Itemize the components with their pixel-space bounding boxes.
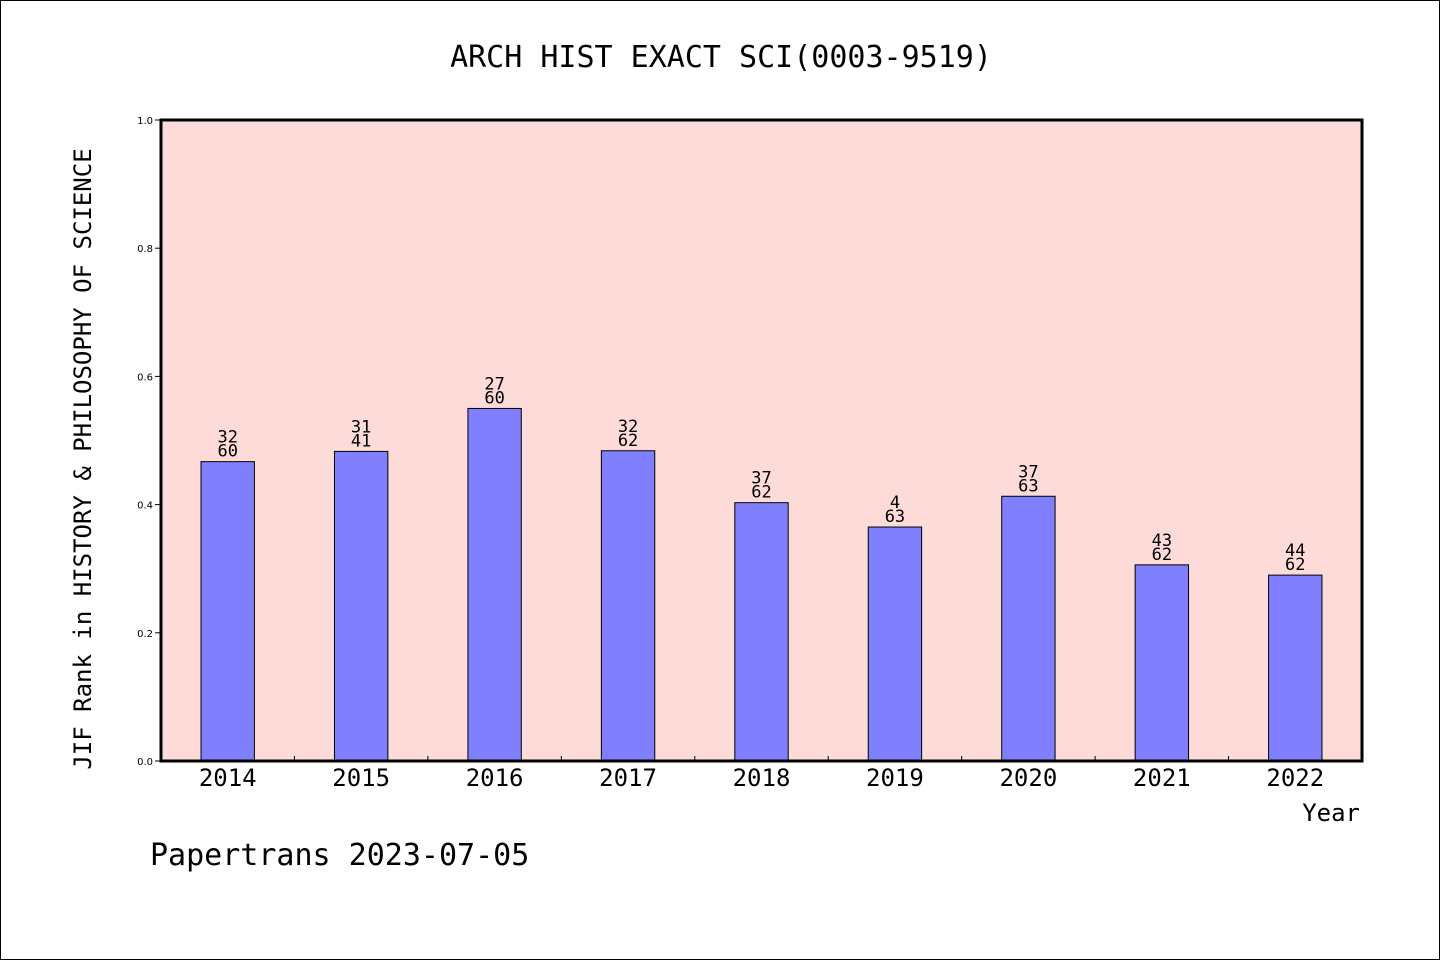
bar-rank-label: 27: [484, 374, 504, 394]
y-tick-label: 0.0: [137, 757, 153, 768]
y-tick-label: 0.2: [137, 629, 153, 640]
y-tick-label: 0.8: [137, 244, 153, 255]
x-tick-label: 2020: [999, 764, 1057, 792]
bar: [867, 526, 923, 762]
bar-total-label: 63: [885, 507, 905, 527]
bar-rank-label: 4: [890, 493, 900, 513]
bar-total-label: 60: [484, 388, 504, 408]
plot-border: [159, 118, 1364, 763]
x-tick-label: 2022: [1266, 764, 1324, 792]
y-tick-label: 1.0: [137, 116, 153, 127]
bar-rank-label: 32: [618, 417, 638, 437]
y-axis-ticks: 0.0 0.2 0.4 0.6 0.8 1.0: [137, 116, 161, 768]
chart-title: ARCH HIST EXACT SCI(0003-9519): [450, 40, 992, 75]
bar-total-label: 62: [751, 483, 771, 503]
x-tick-label: 2021: [1133, 764, 1191, 792]
footer-credit: Papertrans 2023-07-05: [150, 838, 529, 873]
bar-rank-label: 31: [351, 417, 371, 437]
bar-rank-label: 37: [1018, 462, 1038, 482]
bar-rank-label: 44: [1285, 541, 1305, 561]
x-tick-label: 2018: [733, 764, 791, 792]
bar-total-label: 63: [1018, 476, 1038, 496]
x-tick-label: 2014: [199, 764, 257, 792]
bar: [1134, 564, 1190, 762]
bar: [734, 502, 789, 762]
y-tick-label: 0.6: [137, 372, 153, 383]
bar-total-label: 60: [217, 442, 237, 462]
bar-rank-label: 32: [217, 428, 237, 448]
x-tick-label: 2016: [466, 764, 524, 792]
bar: [600, 450, 656, 762]
y-tick-label: 0.4: [137, 501, 153, 512]
bar: [1268, 574, 1323, 762]
x-tick-label: 2019: [866, 764, 924, 792]
x-axis-tick-labels: 2014 2015 2016 2017 2018 2019 2020 2021 2022: [199, 764, 1324, 792]
bars: [200, 407, 1323, 762]
bar-total-label: 62: [1285, 555, 1305, 575]
bar: [333, 450, 389, 762]
y-axis-label: JIF Rank in HISTORY & PHILOSOPHY OF SCIE…: [69, 148, 97, 769]
bar-total-label: 62: [618, 431, 638, 451]
bar-rank-label: 37: [751, 469, 771, 489]
x-axis-label: Year: [1302, 799, 1360, 827]
bar: [1001, 495, 1056, 762]
bar-rank-label: 43: [1152, 531, 1172, 551]
x-tick-label: 2017: [599, 764, 657, 792]
bar: [200, 461, 255, 762]
bar: [467, 407, 522, 762]
bar-total-label: 62: [1152, 545, 1172, 565]
x-tick-label: 2015: [332, 764, 390, 792]
bar-total-label: 41: [351, 431, 371, 451]
